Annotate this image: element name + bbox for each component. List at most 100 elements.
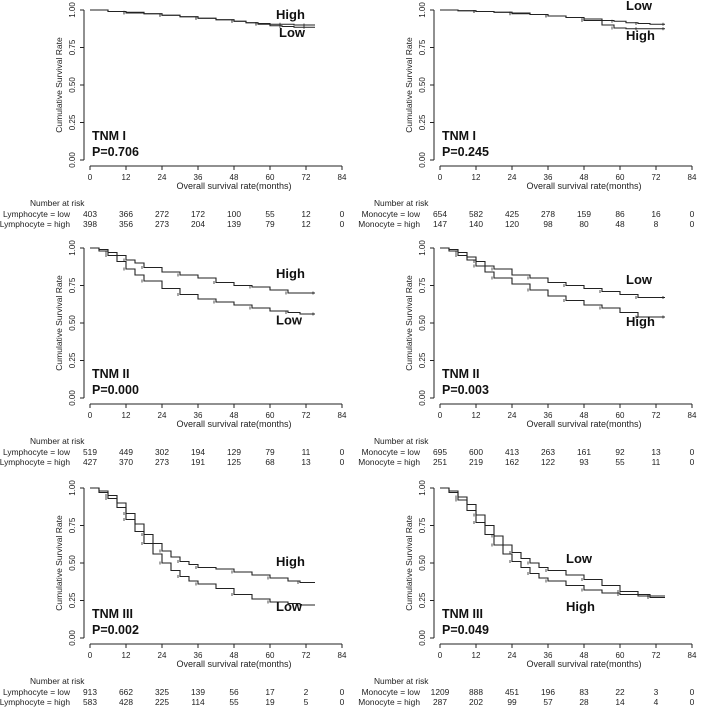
risk-row-label: Lymphocyte = low	[3, 687, 70, 697]
y-tick-label: 1.00	[418, 480, 427, 496]
x-tick-label: 12	[472, 651, 481, 660]
risk-value: 13	[651, 447, 661, 457]
x-tick-label: 0	[438, 173, 443, 182]
y-tick-label: 0.50	[418, 555, 427, 571]
x-tick-label: 48	[580, 411, 589, 420]
risk-value: 413	[505, 447, 519, 457]
survival-curve-high	[440, 487, 665, 599]
x-tick-label: 24	[158, 651, 167, 660]
risk-value: 204	[191, 219, 205, 229]
x-axis-label: Overall survival rate(months)	[176, 181, 291, 191]
x-tick-label: 48	[230, 173, 239, 182]
y-tick-label: 1.00	[68, 2, 77, 18]
x-tick-label: 36	[194, 173, 203, 182]
risk-value: 139	[227, 219, 241, 229]
risk-value: 57	[543, 697, 553, 707]
risk-value: 12	[301, 209, 311, 219]
risk-value: 114	[191, 697, 205, 707]
risk-value: 55	[265, 209, 275, 219]
risk-table: Number at risk Lymphocyte = low 403 366 272 1…	[0, 198, 354, 238]
x-tick-label: 60	[266, 411, 275, 420]
x-tick-label: 60	[616, 411, 625, 420]
km-plot: 0.00 0.25 0.50 0.75 1.00 0 12 24 36 48 60 72 84 Cumul…	[404, 240, 697, 429]
risk-value: 0	[689, 687, 695, 697]
risk-value: 12	[301, 219, 311, 229]
risk-value: 251	[433, 457, 447, 467]
curve-label-high: High	[566, 599, 595, 614]
axes	[80, 487, 343, 648]
risk-value: 14	[615, 697, 625, 707]
risk-value: 55	[615, 457, 625, 467]
x-tick-label: 72	[652, 651, 661, 660]
y-axis-label: Cumulative Survival Rate	[404, 515, 414, 611]
risk-value: 583	[83, 697, 97, 707]
risk-value: 162	[505, 457, 519, 467]
risk-value: 403	[83, 209, 97, 219]
x-tick-label: 84	[338, 651, 347, 660]
y-tick-label: 0.50	[418, 315, 427, 331]
x-tick-label: 72	[302, 651, 311, 660]
y-tick-label: 0.50	[68, 555, 77, 571]
risk-value: 86	[615, 209, 625, 219]
risk-value: 356	[119, 219, 133, 229]
risk-value: 92	[615, 447, 625, 457]
y-axis-label: Cumulative Survival Rate	[54, 515, 64, 611]
risk-value: 17	[265, 687, 275, 697]
y-tick-label: 0.50	[68, 315, 77, 331]
x-tick-label: 84	[338, 173, 347, 182]
x-tick-label: 72	[652, 411, 661, 420]
risk-value: 68	[265, 457, 275, 467]
x-tick-label: 48	[230, 651, 239, 660]
risk-row-label: Monocyte = high	[358, 697, 420, 707]
x-axis-label: Overall survival rate(months)	[526, 181, 641, 191]
risk-value: 159	[577, 209, 591, 219]
risk-value: 98	[543, 219, 553, 229]
y-axis-label: Cumulative Survival Rate	[54, 37, 64, 133]
risk-value: 273	[155, 457, 169, 467]
x-tick-label: 60	[266, 173, 275, 182]
km-plot: 0.00 0.25 0.50 0.75 1.00 0 12 24 36 48 60 72 84 Cumul…	[54, 240, 347, 429]
risk-value: 662	[119, 687, 133, 697]
x-tick-label: 12	[122, 411, 131, 420]
y-tick-label: 0.25	[418, 592, 427, 608]
stage-title: TNM II	[442, 367, 480, 381]
risk-row-label: Lymphocyte = low	[3, 209, 70, 219]
y-tick-label: 0.25	[418, 114, 427, 130]
risk-value: 0	[689, 457, 695, 467]
risk-value: 139	[191, 687, 205, 697]
risk-value: 194	[191, 447, 205, 457]
curve-label-low: Low	[626, 272, 653, 287]
risk-row-label: Lymphocyte = high	[0, 457, 70, 467]
risk-value: 11	[301, 447, 311, 457]
km-plot: 0.00 0.25 0.50 0.75 1.00 0 12 24 36 48 60 72 84 Cumul…	[404, 480, 697, 669]
x-tick-label: 24	[158, 173, 167, 182]
y-tick-label: 1.00	[68, 480, 77, 496]
km-panel-5: 0.00 0.25 0.50 0.75 1.00 0 12 24 36 48 60 72 84 Cumul…	[0, 478, 354, 716]
risk-value: 0	[689, 697, 695, 707]
risk-value: 11	[651, 457, 661, 467]
risk-value: 28	[579, 697, 589, 707]
risk-value: 451	[505, 687, 519, 697]
curve-label-high: High	[276, 7, 305, 22]
y-tick-label: 0.00	[68, 390, 77, 406]
risk-value: 287	[433, 697, 447, 707]
risk-value: 428	[119, 697, 133, 707]
risk-table: Number at risk Monocyte = low 1209 888 451 19…	[350, 676, 704, 716]
risk-value: 0	[689, 209, 695, 219]
x-tick-label: 0	[438, 411, 443, 420]
risk-value: 427	[83, 457, 97, 467]
y-tick-label: 0.75	[68, 39, 77, 55]
risk-value: 263	[541, 447, 555, 457]
stage-title: TNM I	[92, 129, 126, 143]
risk-table: Number at risk Monocyte = low 695 600 413 263…	[350, 436, 704, 476]
curve-label-low: Low	[276, 313, 303, 328]
curve-label-high: High	[626, 28, 655, 43]
y-tick-label: 1.00	[418, 2, 427, 18]
risk-value: 0	[339, 687, 345, 697]
km-panel-6: 0.00 0.25 0.50 0.75 1.00 0 12 24 36 48 60 72 84 Cumul…	[350, 478, 704, 716]
km-panel-3: 0.00 0.25 0.50 0.75 1.00 0 12 24 36 48 60 72 84 Cumul…	[0, 238, 354, 476]
y-axis-label: Cumulative Survival Rate	[404, 275, 414, 371]
x-tick-label: 12	[472, 411, 481, 420]
risk-value: 56	[229, 687, 239, 697]
x-tick-label: 12	[122, 651, 131, 660]
